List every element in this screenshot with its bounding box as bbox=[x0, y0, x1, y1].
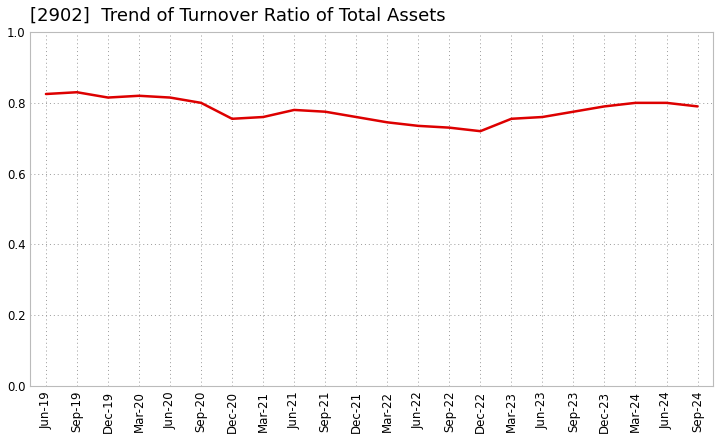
Text: [2902]  Trend of Turnover Ratio of Total Assets: [2902] Trend of Turnover Ratio of Total … bbox=[30, 7, 446, 25]
